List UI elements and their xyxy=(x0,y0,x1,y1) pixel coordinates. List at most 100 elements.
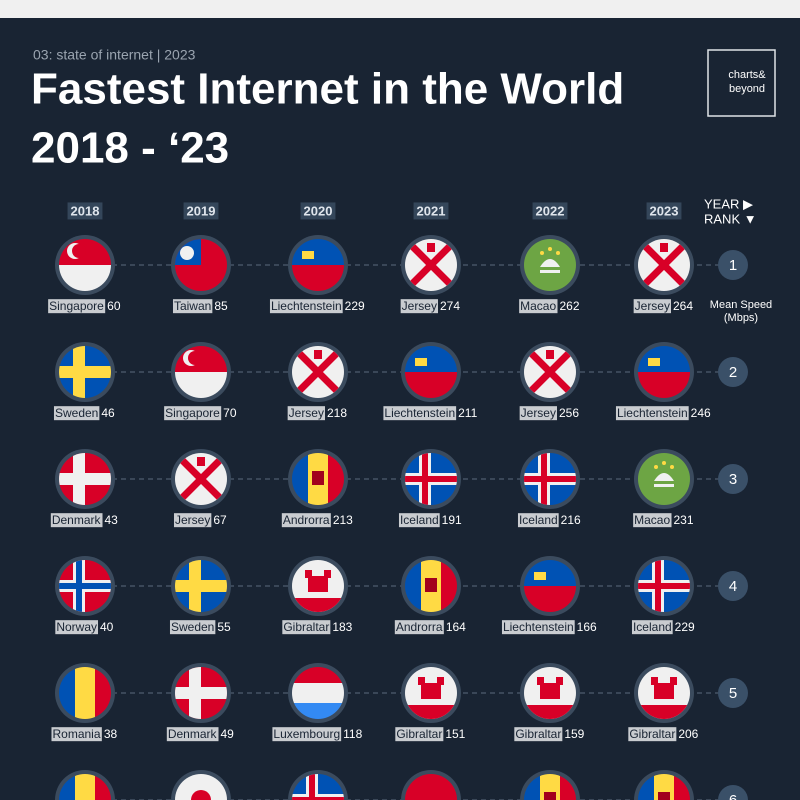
speed: 264 xyxy=(673,299,693,313)
country-name: Sweden xyxy=(171,620,214,634)
speed: 118 xyxy=(343,727,362,741)
speed: 55 xyxy=(217,620,231,634)
year-box xyxy=(300,202,336,220)
name-highlight xyxy=(514,727,563,742)
country-name: Iceland xyxy=(633,620,672,634)
speed: 43 xyxy=(105,513,119,527)
flag xyxy=(292,667,344,719)
name-highlight xyxy=(272,727,342,742)
name-highlight xyxy=(628,727,677,742)
logo: beyond xyxy=(729,83,765,95)
country-name: Jersey xyxy=(175,513,210,527)
name-highlight xyxy=(383,406,457,421)
speed: 256 xyxy=(559,406,579,420)
flag xyxy=(59,667,111,719)
year-legend: YEAR ▶ xyxy=(704,196,753,211)
rank-number: 3 xyxy=(729,471,737,488)
rank-number: 5 xyxy=(729,685,737,702)
name-highlight xyxy=(269,299,343,314)
speed: 229 xyxy=(675,620,695,634)
speed: 70 xyxy=(223,406,237,420)
rank-circle xyxy=(718,678,748,708)
name-highlight xyxy=(172,299,213,314)
country-name: Denmark xyxy=(168,727,218,741)
logo: charts& xyxy=(728,69,766,81)
flag xyxy=(59,453,111,505)
country-name: Singapore xyxy=(165,406,220,420)
name-highlight xyxy=(395,727,444,742)
country-name: Gibraltar xyxy=(396,727,442,741)
country-name: Jersey xyxy=(635,299,670,313)
name-highlight xyxy=(398,513,440,528)
country-name: Jersey xyxy=(289,406,324,420)
country-name: Gibraltar xyxy=(629,727,675,741)
flag xyxy=(524,346,576,398)
name-highlight xyxy=(394,620,444,635)
speed: 49 xyxy=(221,727,235,741)
unit: (Mbps) xyxy=(724,312,758,324)
year-box xyxy=(532,202,568,220)
name-highlight xyxy=(51,727,102,742)
flag xyxy=(638,667,690,719)
unit: Mean Speed xyxy=(710,299,772,311)
country-name: Sweden xyxy=(55,406,98,420)
rank-circle xyxy=(718,357,748,387)
speed: 166 xyxy=(577,620,597,634)
name-highlight xyxy=(519,406,557,421)
flag xyxy=(405,239,457,291)
flag xyxy=(638,453,690,505)
country-name: Norway xyxy=(56,620,97,634)
country-name: Gibraltar xyxy=(515,727,561,741)
country-name: Gibraltar xyxy=(283,620,329,634)
title: Fastest Internet in the World xyxy=(31,65,624,114)
speed: 151 xyxy=(445,727,465,741)
country-name: Iceland xyxy=(400,513,439,527)
flag xyxy=(524,239,576,291)
name-highlight xyxy=(282,620,331,635)
country-name: Iceland xyxy=(519,513,558,527)
name-highlight xyxy=(517,513,559,528)
year-label: 2021 xyxy=(417,203,446,218)
speed: 164 xyxy=(446,620,466,634)
rank-circle xyxy=(718,785,748,800)
country-name: Androrra xyxy=(396,620,443,634)
speed: 159 xyxy=(564,727,584,741)
top-band xyxy=(0,0,800,18)
speed: 40 xyxy=(100,620,114,634)
speed: 229 xyxy=(345,299,365,313)
name-highlight xyxy=(53,406,100,421)
year-box xyxy=(413,202,449,220)
flag xyxy=(175,560,227,612)
year-box xyxy=(646,202,682,220)
country-name: Luxembourg xyxy=(273,727,340,741)
flag xyxy=(638,560,690,612)
name-highlight xyxy=(519,299,558,314)
name-highlight xyxy=(166,727,219,742)
country-name: Liechtenstein xyxy=(617,406,688,420)
country-name: Singapore xyxy=(49,299,104,313)
flag xyxy=(405,667,457,719)
flag xyxy=(638,239,690,291)
speed: 211 xyxy=(458,406,477,420)
rank-number: 6 xyxy=(729,792,737,800)
country-name: Jersey xyxy=(402,299,437,313)
year-label: 2018 xyxy=(71,203,100,218)
logo-box xyxy=(707,49,776,117)
speed: 213 xyxy=(333,513,353,527)
flag xyxy=(405,560,457,612)
rank-legend: RANK ▼ xyxy=(704,211,757,226)
speed: 46 xyxy=(101,406,115,420)
title: 2018 - ‘23 xyxy=(31,124,229,173)
country-name: Taiwan xyxy=(174,299,211,313)
name-highlight xyxy=(169,620,216,635)
kicker: 03: state of internet | 2023 xyxy=(33,47,196,63)
year-label: 2020 xyxy=(304,203,333,218)
flag xyxy=(292,346,344,398)
flag xyxy=(292,560,344,612)
flag xyxy=(59,560,111,612)
country-name: Liechtenstein xyxy=(503,620,574,634)
speed: 183 xyxy=(332,620,352,634)
flag xyxy=(59,346,111,398)
flag xyxy=(175,239,227,291)
